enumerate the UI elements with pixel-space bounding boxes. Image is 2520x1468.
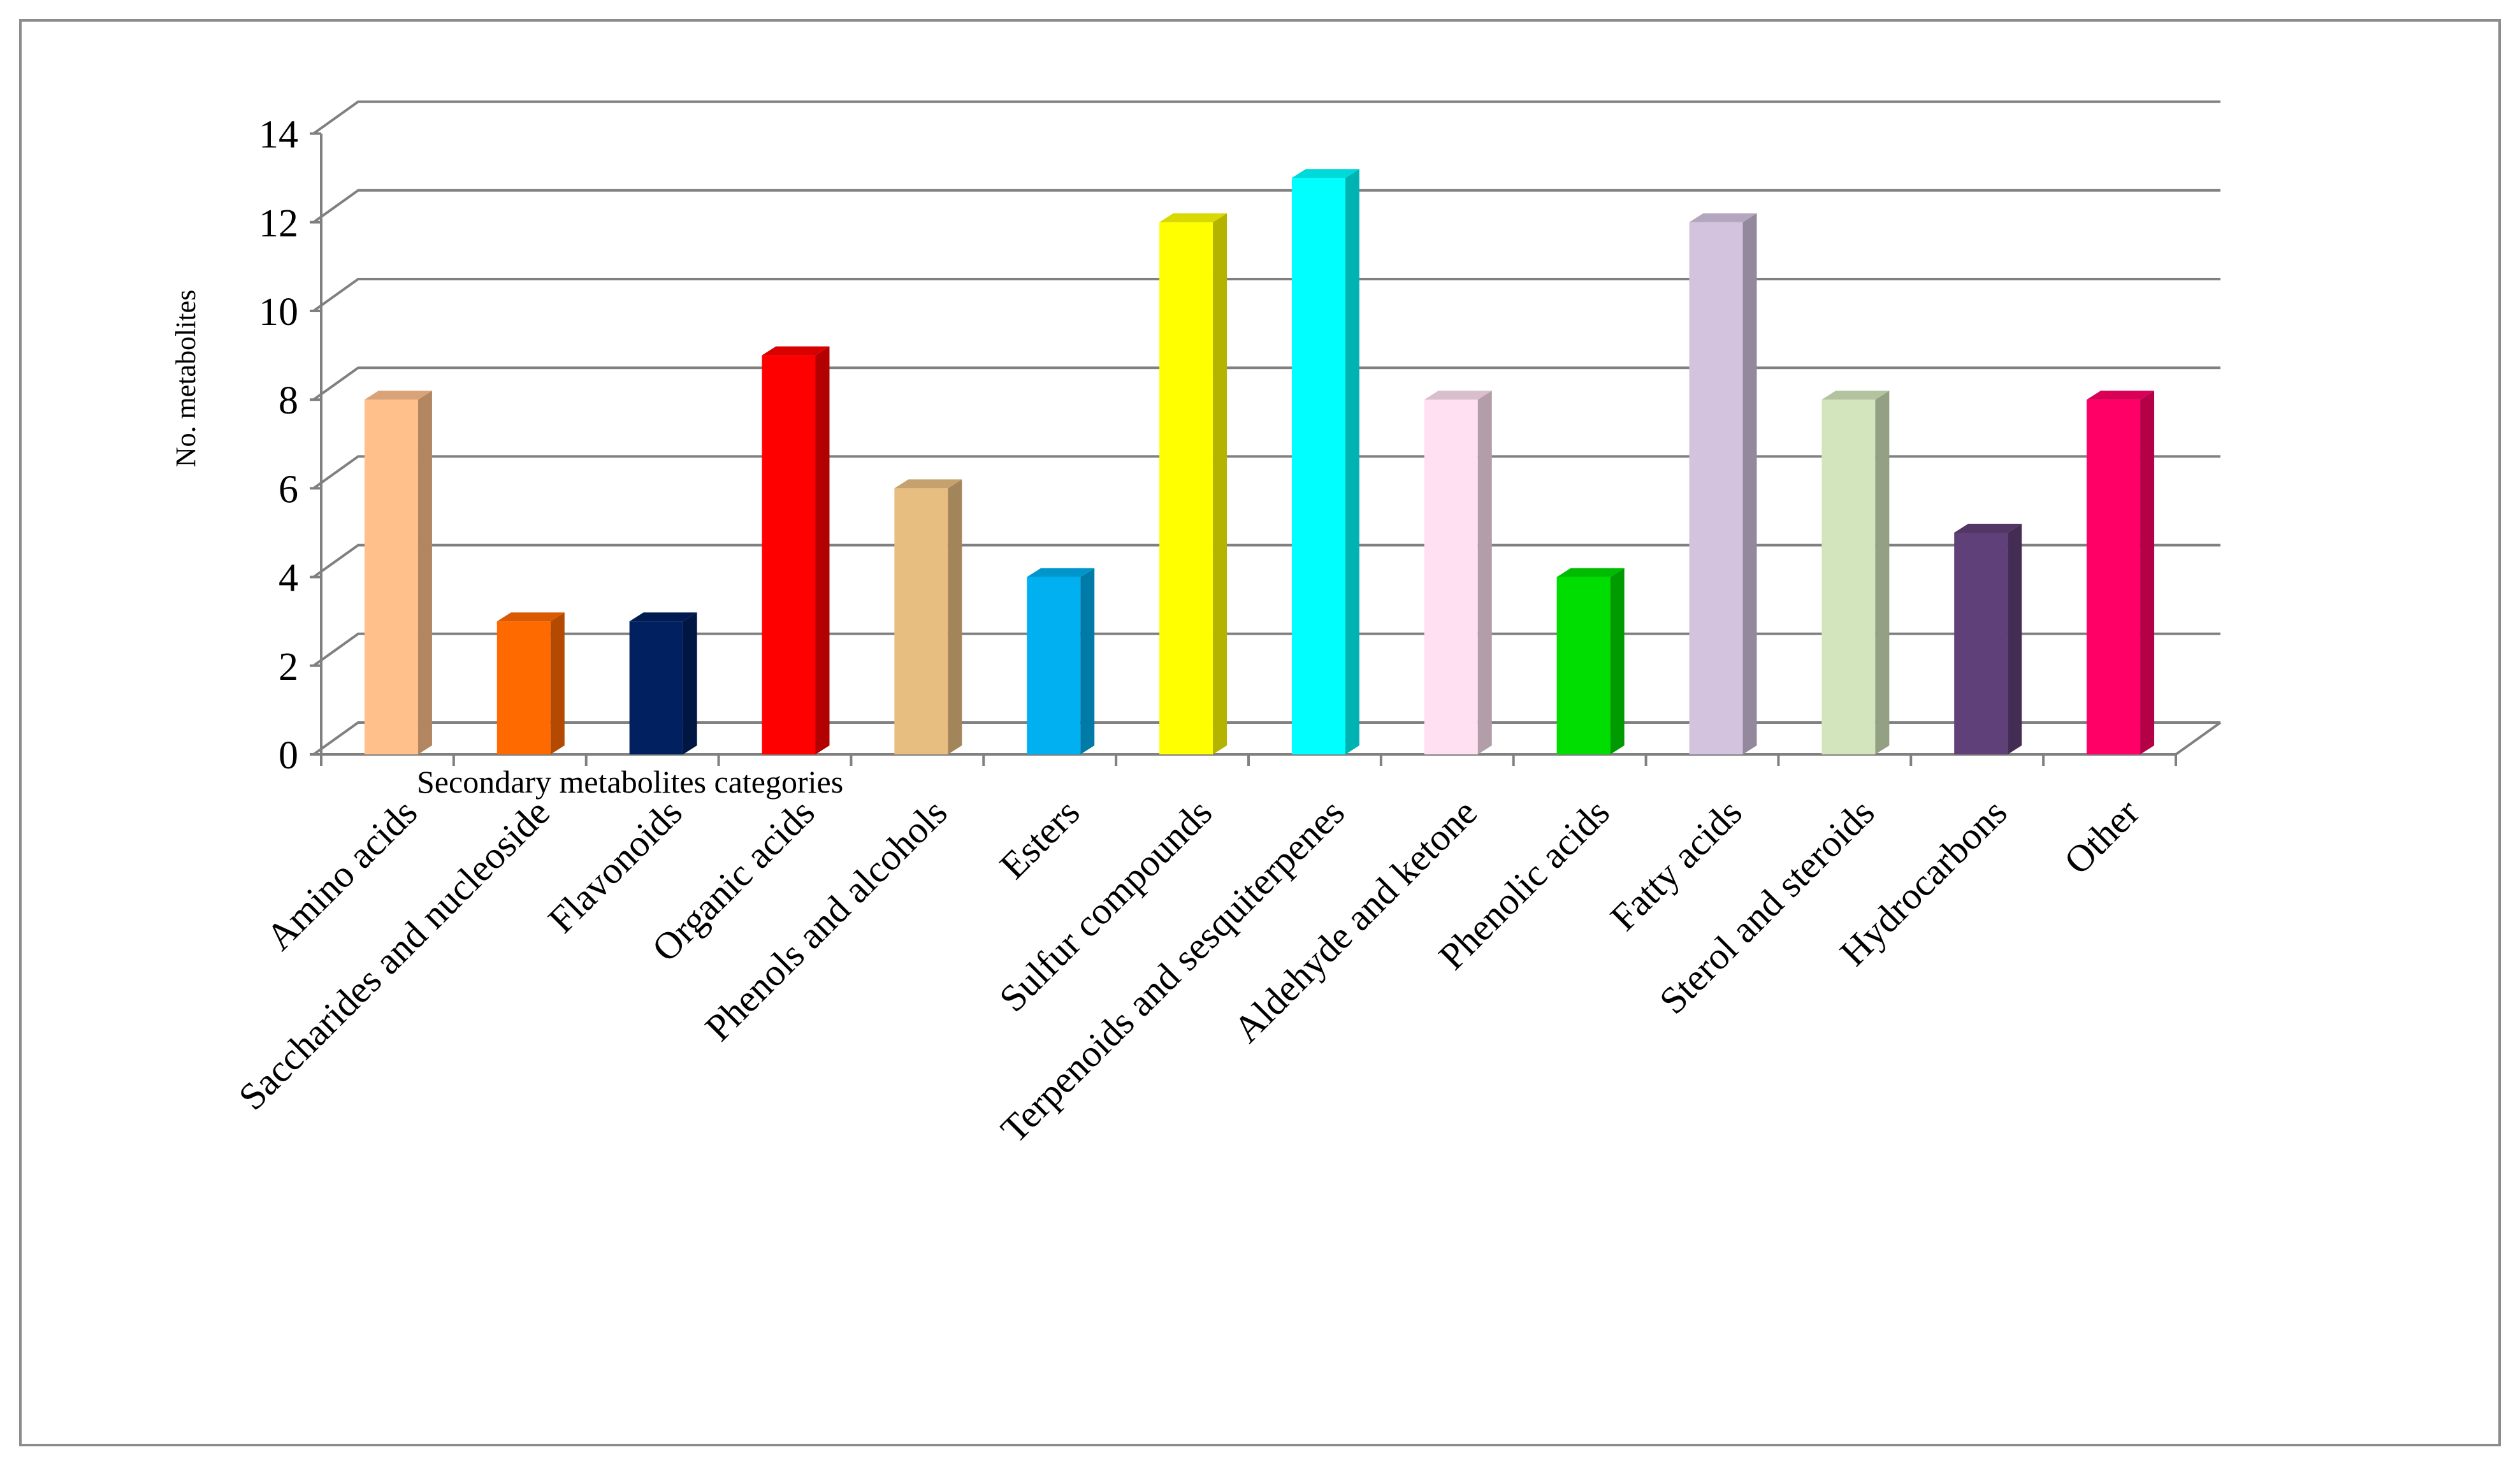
bar-13 — [1954, 524, 2022, 754]
gridline-2 — [312, 632, 2220, 667]
x-axis-label: Secondary metabolites categories — [417, 764, 843, 800]
bar-7 — [1159, 213, 1227, 754]
bar-front — [1821, 399, 1876, 754]
bar-side — [1345, 169, 1359, 754]
gridline-10 — [312, 278, 2220, 312]
x-tick-label: Esters — [992, 791, 1087, 887]
bar-3 — [629, 612, 697, 754]
x-tick-label: Other — [2056, 791, 2147, 882]
bar-front — [1291, 178, 1345, 754]
bar-front — [364, 399, 418, 754]
bar-top — [1291, 169, 1359, 178]
y-axis-label: No. metabolites — [170, 290, 201, 468]
bar-front — [894, 488, 948, 754]
bars — [364, 169, 2155, 754]
bar-top — [2087, 391, 2155, 400]
gridline-8 — [312, 366, 2220, 401]
bar-top — [894, 479, 962, 489]
bar-side — [683, 612, 697, 754]
bar-side — [815, 346, 830, 754]
bar-top — [1821, 391, 1890, 400]
bar-top — [1027, 568, 1095, 577]
bar-front — [629, 621, 683, 754]
bar-front — [1027, 577, 1081, 754]
axes — [310, 132, 2177, 766]
bar-2 — [496, 612, 565, 754]
bar-top — [1689, 213, 1757, 222]
bar-10 — [1556, 568, 1625, 754]
gridlines — [312, 100, 2222, 756]
bar-side — [948, 479, 962, 754]
bar-side — [2140, 391, 2155, 754]
gridline-4 — [312, 543, 2220, 579]
bar-chart: No. metabolites Secondary metabolites ca… — [170, 100, 2222, 1151]
y-tick-label: 2 — [279, 645, 298, 689]
bar-14 — [2087, 391, 2155, 754]
bar-side — [2008, 524, 2022, 754]
bar-front — [1954, 533, 2008, 754]
bar-top — [762, 346, 830, 356]
bar-side — [1213, 213, 1227, 754]
chart-frame: No. metabolites Secondary metabolites ca… — [19, 19, 2501, 1446]
floor-edge — [2175, 721, 2222, 756]
bar-4 — [762, 346, 830, 754]
bar-side — [1610, 568, 1625, 754]
bar-6 — [1027, 568, 1095, 754]
y-tick-label: 12 — [259, 202, 298, 245]
y-tick-label: 14 — [259, 113, 298, 157]
bar-top — [1556, 568, 1625, 577]
bar-top — [1954, 524, 2022, 533]
y-tick-label: 6 — [279, 468, 298, 511]
y-tick-label: 4 — [279, 557, 298, 600]
x-tick-label: Phenols and alcohols — [697, 791, 955, 1049]
bar-top — [496, 612, 565, 622]
y-tick-label: 8 — [279, 379, 298, 422]
bar-9 — [1424, 391, 1492, 754]
bar-1 — [364, 391, 432, 754]
bar-side — [550, 612, 565, 754]
bar-side — [417, 391, 432, 754]
bar-top — [364, 391, 432, 400]
bar-top — [1159, 213, 1227, 222]
bar-front — [2087, 399, 2141, 754]
bar-5 — [894, 479, 962, 754]
bar-side — [1477, 391, 1492, 754]
x-tick-label: Aldehyde and ketone — [1226, 791, 1485, 1051]
y-tick-label: 0 — [279, 734, 298, 777]
bar-front — [1689, 222, 1743, 754]
gridline-14 — [312, 100, 2220, 135]
y-tick-label: 10 — [259, 291, 298, 334]
bar-front — [496, 621, 551, 754]
bar-front — [1424, 399, 1478, 754]
bar-front — [762, 355, 816, 754]
bar-8 — [1291, 169, 1359, 754]
bar-12 — [1821, 391, 1890, 754]
gridline-0 — [312, 721, 2220, 756]
bar-front — [1159, 222, 1213, 754]
bar-side — [1742, 213, 1757, 754]
gridline-6 — [312, 455, 2220, 490]
bar-11 — [1689, 213, 1757, 754]
gridline-12 — [312, 189, 2220, 224]
bar-side — [1080, 568, 1095, 754]
bar-side — [1875, 391, 1890, 754]
bar-top — [1424, 391, 1492, 400]
bar-front — [1556, 577, 1611, 754]
bar-top — [629, 612, 697, 622]
